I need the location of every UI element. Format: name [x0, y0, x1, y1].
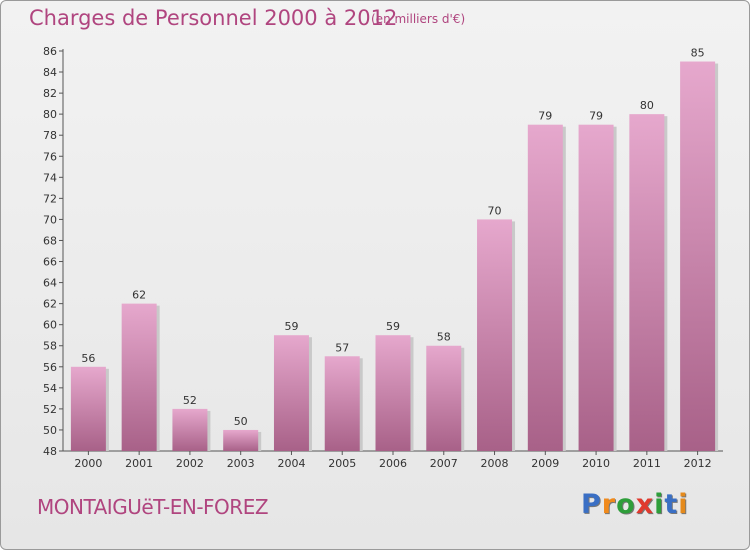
y-tick-label: 80: [43, 108, 57, 121]
x-tick-label: 2005: [328, 457, 356, 470]
y-tick-label: 64: [43, 277, 57, 290]
y-tick-label: 82: [43, 87, 57, 100]
x-tick-label: 2010: [582, 457, 610, 470]
y-tick-label: 78: [43, 129, 57, 142]
data-label: 70: [488, 204, 502, 217]
bar: [121, 303, 157, 451]
y-tick-label: 66: [43, 256, 57, 269]
y-tick-label: 74: [43, 171, 57, 184]
data-label: 80: [640, 99, 654, 112]
bar: [324, 356, 360, 451]
bar: [629, 114, 665, 451]
y-tick-label: 76: [43, 150, 57, 163]
x-tick-label: 2008: [481, 457, 509, 470]
bar: [172, 408, 208, 451]
x-tick-label: 2009: [531, 457, 559, 470]
bar: [578, 124, 614, 452]
data-label: 79: [589, 110, 603, 123]
y-tick-label: 84: [43, 66, 57, 79]
logo-letter: i: [678, 489, 689, 520]
bar: [527, 124, 563, 452]
y-tick-label: 68: [43, 234, 57, 247]
y-tick-label: 70: [43, 213, 57, 226]
data-label: 59: [284, 320, 298, 333]
x-tick-label: 2011: [633, 457, 661, 470]
data-label: 79: [538, 110, 552, 123]
x-tick-label: 2012: [684, 457, 712, 470]
bar: [223, 429, 259, 451]
data-label: 85: [691, 47, 705, 60]
x-tick-label: 2001: [125, 457, 153, 470]
proxiti-logo: Proxiti: [581, 489, 689, 520]
data-label: 56: [81, 352, 95, 365]
y-tick-label: 52: [43, 403, 57, 416]
y-tick-label: 62: [43, 298, 57, 311]
data-label: 58: [437, 331, 451, 344]
x-tick-label: 2006: [379, 457, 407, 470]
x-tick-label: 2007: [430, 457, 458, 470]
data-label: 50: [234, 415, 248, 428]
y-tick-label: 56: [43, 361, 57, 374]
commune-name: MONTAIGUëT-EN-FOREZ: [37, 495, 269, 519]
bar: [273, 335, 309, 451]
logo-letter: t: [664, 489, 679, 520]
y-tick-label: 48: [43, 445, 57, 458]
y-tick-label: 60: [43, 319, 57, 332]
logo-letter: P: [581, 489, 602, 520]
bar: [70, 366, 106, 451]
x-tick-label: 2002: [176, 457, 204, 470]
data-label: 59: [386, 320, 400, 333]
bar: [426, 345, 462, 451]
y-tick-label: 72: [43, 192, 57, 205]
y-tick-label: 58: [43, 340, 57, 353]
logo-letter: x: [635, 489, 655, 520]
logo-letter: i: [654, 489, 665, 520]
logo-letter: o: [616, 489, 636, 520]
data-label: 52: [183, 394, 197, 407]
chart-title: Charges de Personnel 2000 à 2012: [29, 6, 398, 30]
data-label: 62: [132, 289, 146, 302]
x-tick-label: 2003: [227, 457, 255, 470]
bar: [680, 61, 716, 452]
chart-subtitle: (en milliers d'€): [371, 12, 466, 26]
bar: [375, 335, 411, 451]
y-tick-label: 86: [43, 45, 57, 58]
bar: [477, 219, 513, 451]
y-tick-label: 54: [43, 382, 57, 395]
y-tick-label: 50: [43, 424, 57, 437]
logo-letter: r: [601, 489, 617, 520]
data-label: 57: [335, 341, 349, 354]
x-tick-label: 2004: [277, 457, 305, 470]
x-tick-label: 2000: [74, 457, 102, 470]
